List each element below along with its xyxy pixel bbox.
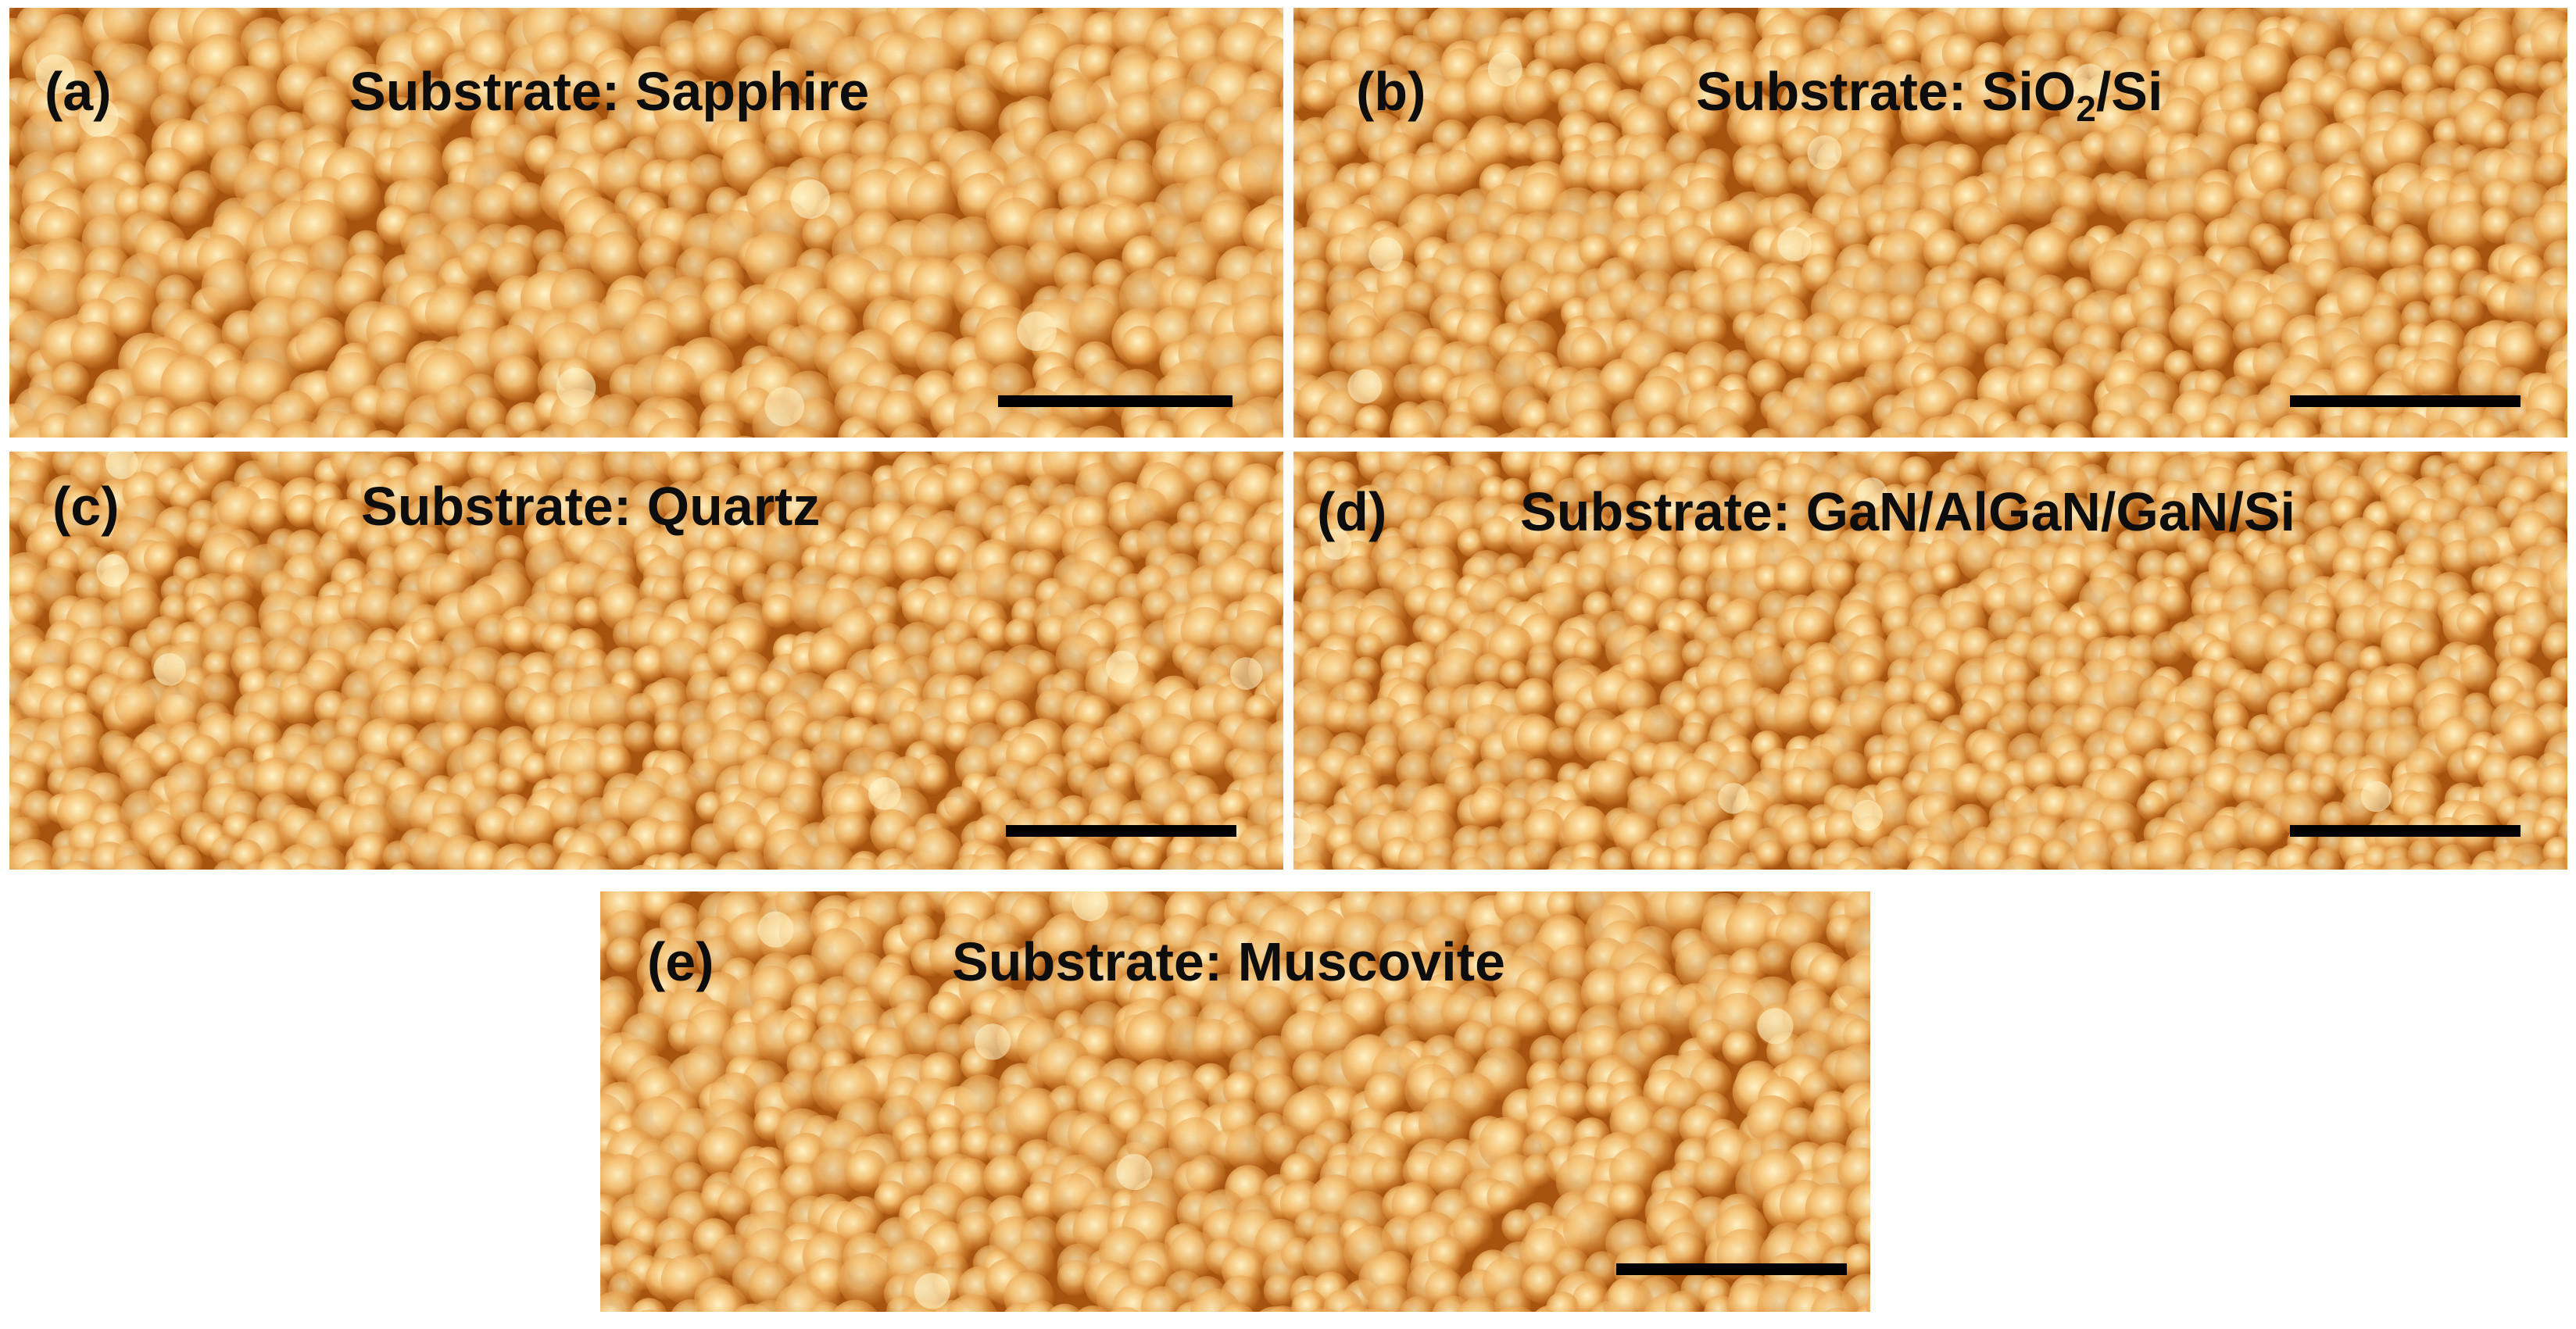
scale-bar bbox=[2290, 395, 2521, 407]
afm-grain-texture bbox=[600, 891, 1870, 1312]
afm-grain-texture bbox=[9, 452, 1283, 870]
afm-grain-texture bbox=[1293, 452, 2567, 870]
panel-label: (d) bbox=[1317, 481, 1387, 542]
scale-bar bbox=[1006, 825, 1236, 837]
panel-title: Substrate: Quartz bbox=[361, 476, 821, 537]
panel-title: Substrate: GaN/AlGaN/GaN/Si bbox=[1520, 481, 2295, 542]
afm-panel-muscovite: (e) Substrate: Muscovite bbox=[600, 891, 1870, 1312]
afm-panel-sapphire: (a) Substrate: Sapphire bbox=[9, 8, 1283, 438]
afm-panel-quartz: (c) Substrate: Quartz bbox=[9, 452, 1283, 870]
panel-label: (b) bbox=[1356, 61, 1426, 122]
panel-title: Substrate: SiO2/Si bbox=[1696, 61, 2163, 129]
afm-grain-texture bbox=[1293, 8, 2567, 438]
afm-panel-gan-algan-gan-si: (d) Substrate: GaN/AlGaN/GaN/Si bbox=[1293, 452, 2567, 870]
afm-panel-sio2-si: (b) Substrate: SiO2/Si bbox=[1293, 8, 2567, 438]
panel-label: (c) bbox=[52, 476, 120, 537]
panel-title: Substrate: Muscovite bbox=[952, 931, 1505, 992]
afm-grain-texture bbox=[9, 8, 1283, 438]
panel-label: (a) bbox=[45, 61, 112, 122]
panel-title: Substrate: Sapphire bbox=[349, 61, 870, 122]
scale-bar bbox=[2290, 825, 2521, 837]
panel-label: (e) bbox=[647, 931, 714, 992]
scale-bar bbox=[1616, 1263, 1847, 1275]
scale-bar bbox=[998, 395, 1233, 407]
